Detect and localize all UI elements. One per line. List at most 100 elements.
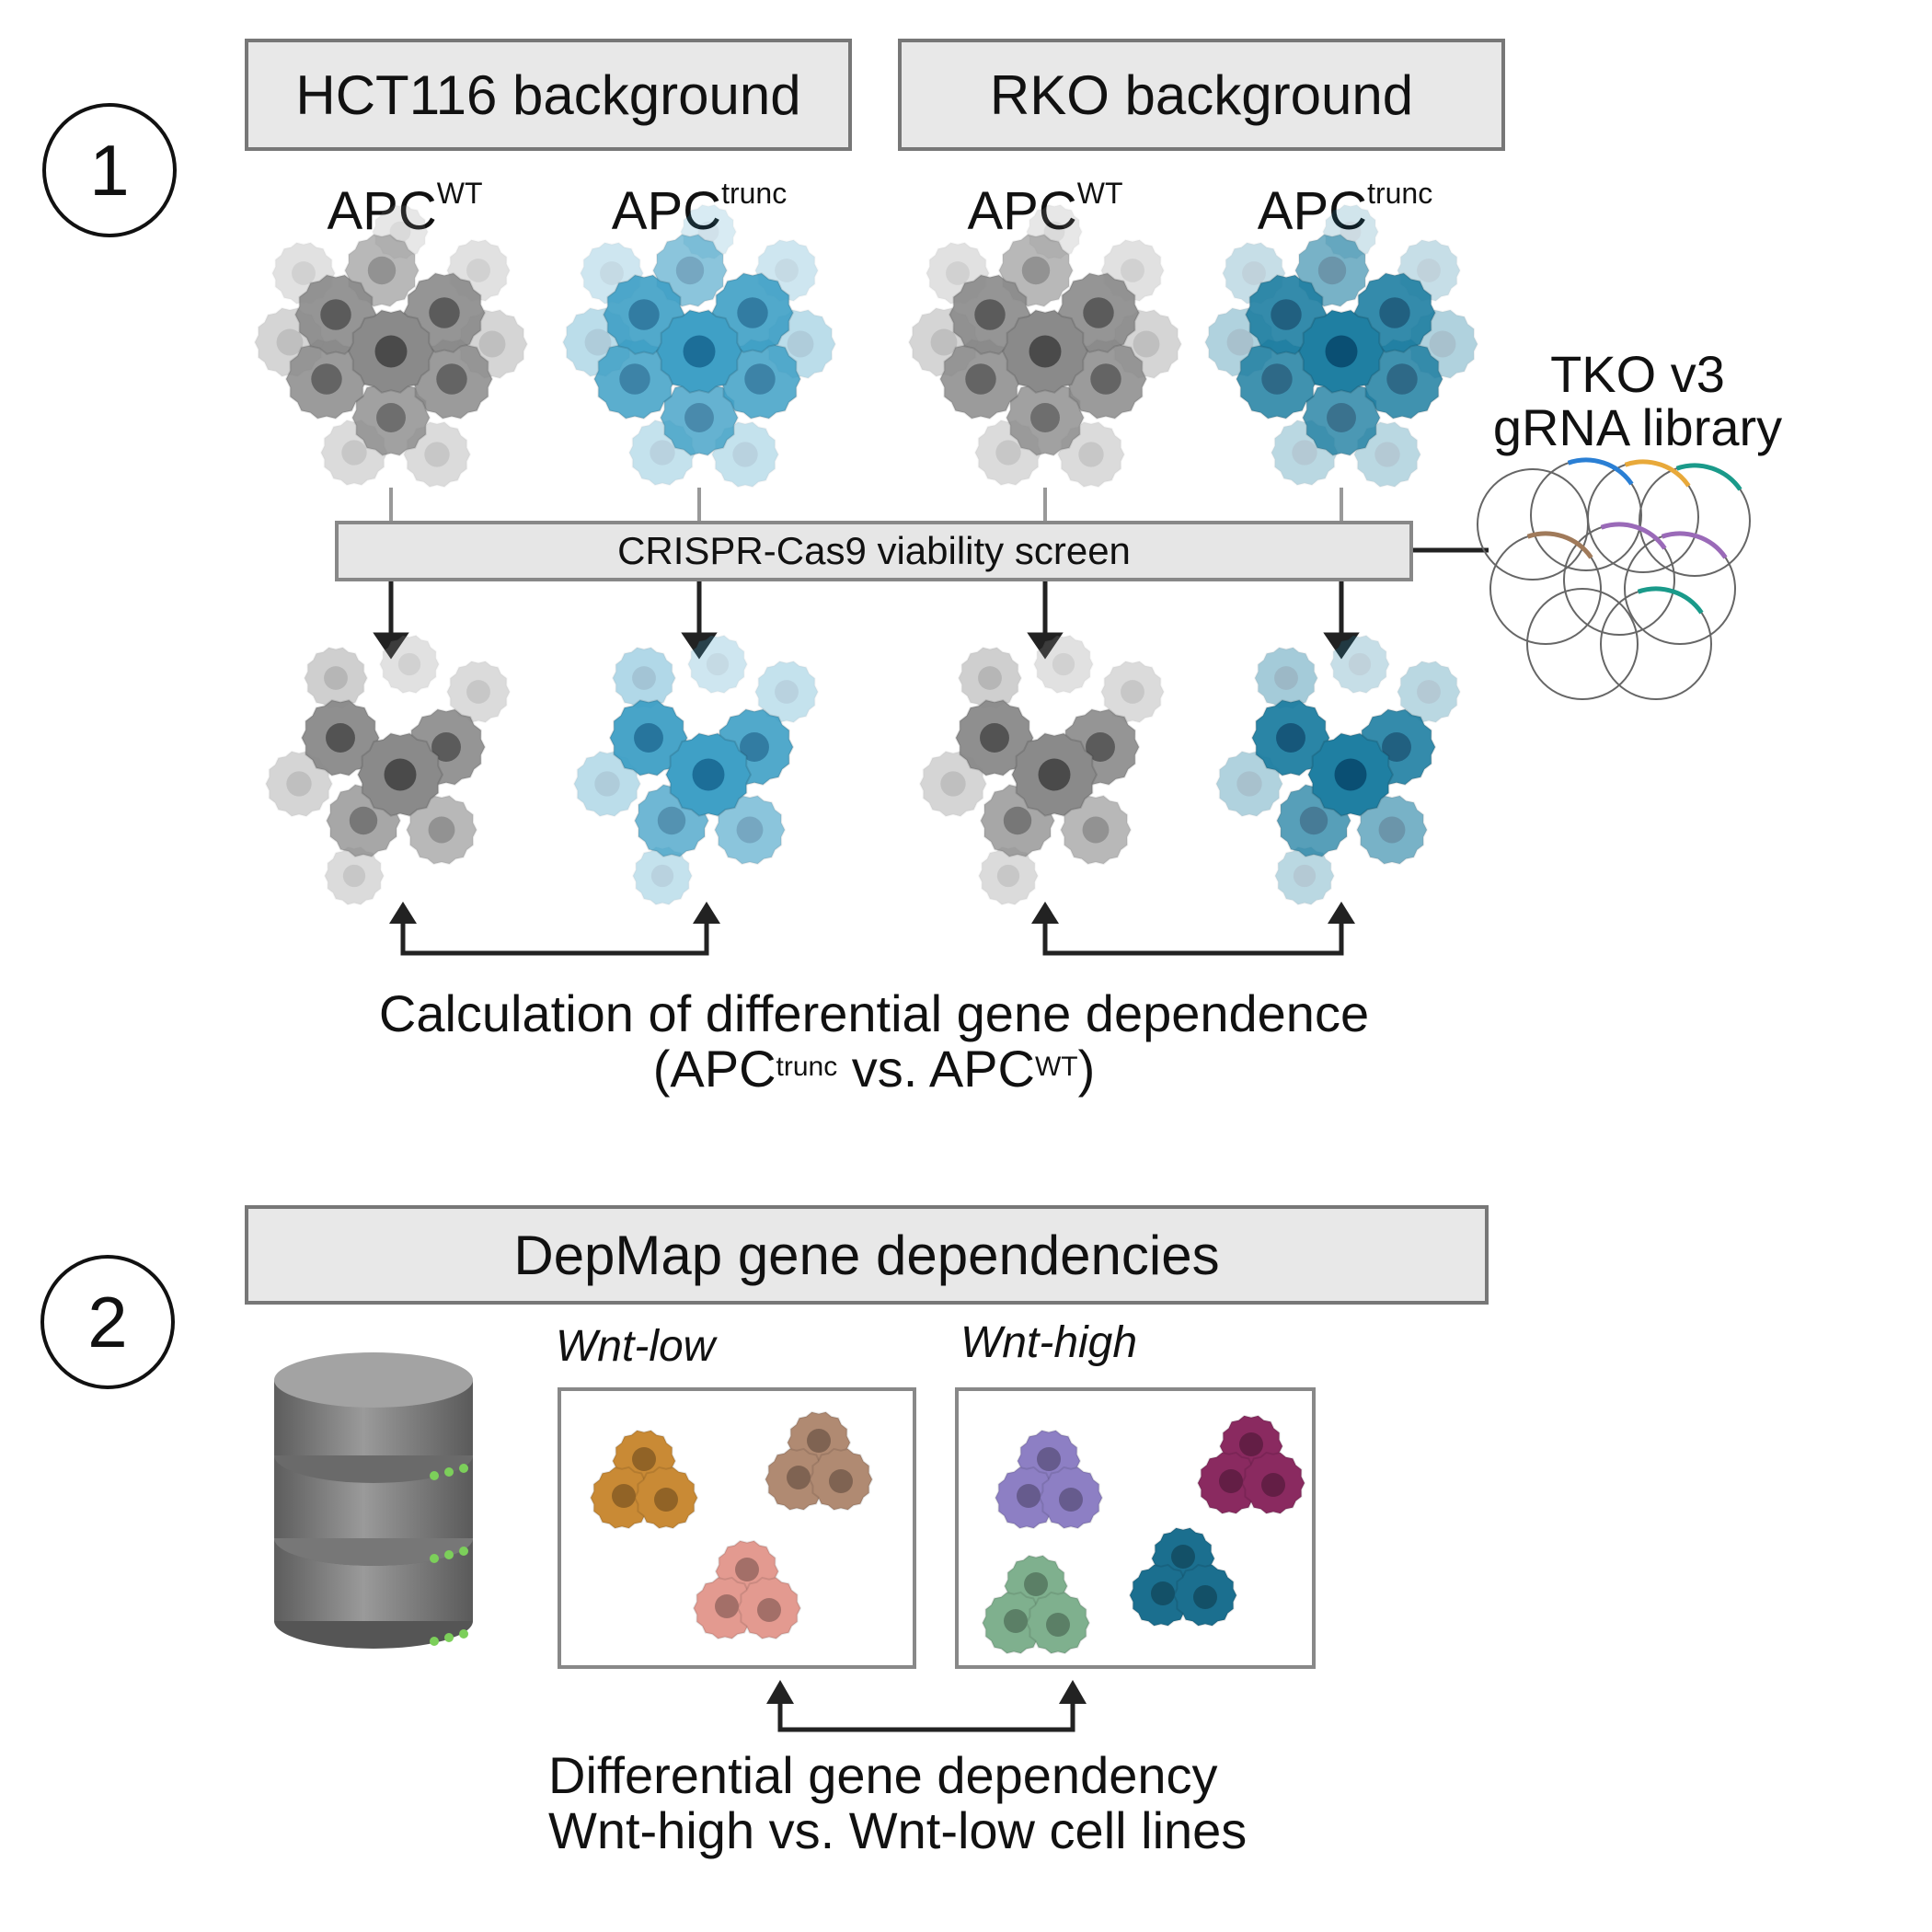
tko-library-label: TKO v3 gRNA library <box>1463 348 1812 454</box>
up-arrowhead <box>1328 902 1355 924</box>
apc-text: APC <box>611 181 722 241</box>
cell-icon <box>1059 794 1133 866</box>
section2-caption: Differential gene dependency Wnt-high vs… <box>548 1748 1247 1858</box>
up-arrowhead <box>1059 1680 1087 1704</box>
cell-icon <box>938 339 1023 420</box>
section2-caption-line2: Wnt-high vs. Wnt-low cell lines <box>548 1801 1248 1859</box>
cell-icon <box>592 339 677 420</box>
tko-library-line1: TKO v3 <box>1550 345 1725 403</box>
cell-icon <box>954 699 1035 776</box>
cell-cluster-icon <box>1196 1414 1306 1515</box>
cell-icon <box>380 635 439 694</box>
plasmid-arrow <box>1637 586 1704 615</box>
depmap-header: DepMap gene dependencies <box>245 1205 1489 1305</box>
apc-text: APC <box>967 181 1077 241</box>
section1-caption-line1: Calculation of differential gene depende… <box>378 984 1370 1042</box>
rko-header-label: RKO background <box>989 63 1414 126</box>
apc-label-hct116-trunc: APCtrunc <box>611 177 788 242</box>
down-arrowhead <box>1323 632 1360 660</box>
up-arrowhead <box>389 902 417 924</box>
cell-cluster-icon <box>692 1539 802 1640</box>
crispr-screen-label: CRISPR-Cas9 viability screen <box>617 529 1131 572</box>
cell-icon <box>659 379 740 456</box>
cell-icon <box>713 794 787 866</box>
hct116-header-label: HCT116 background <box>295 63 801 126</box>
caption-sup-trunc: trunc <box>776 1052 838 1082</box>
cell-icon <box>351 379 431 456</box>
plasmid-arrow <box>1600 522 1667 550</box>
cell-icon <box>1010 732 1098 817</box>
rko-header: RKO background <box>898 39 1505 151</box>
cell-icon <box>1101 661 1164 723</box>
caption-mid: vs. APC <box>837 1040 1035 1098</box>
up-arrowhead <box>766 1680 794 1704</box>
apc-sup: WT <box>436 177 483 210</box>
cell-icon <box>633 846 692 905</box>
step-2-number: 2 <box>87 1281 128 1363</box>
cell-icon <box>1306 732 1395 817</box>
cell-icon <box>1355 794 1429 866</box>
cell-icon <box>447 661 510 723</box>
apc-sup: trunc <box>1367 177 1433 210</box>
cell-icon <box>1005 379 1086 456</box>
section1-caption-line2: (APCtrunc vs. APCWT) <box>340 1041 1408 1097</box>
cell-cluster-icon <box>994 1429 1104 1530</box>
cell-icon <box>402 272 487 353</box>
cell-icon <box>356 732 444 817</box>
depmap-header-label: DepMap gene dependencies <box>513 1224 1220 1286</box>
plasmid-arrow <box>1675 463 1742 491</box>
apc-sup: WT <box>1076 177 1123 210</box>
step-1-number: 1 <box>89 129 130 211</box>
cell-icon <box>755 661 818 723</box>
plasmid-arrow <box>1567 457 1634 486</box>
cell-icon <box>572 750 642 818</box>
cell-icon <box>1297 309 1386 394</box>
apc-text: APC <box>1257 181 1368 241</box>
cell-icon <box>1001 309 1089 394</box>
wnt-low-label: Wnt-low <box>556 1322 716 1371</box>
crispr-screen-bar: CRISPR-Cas9 viability screen <box>335 521 1413 581</box>
caption-close: ) <box>1077 1040 1096 1098</box>
cell-icon <box>1034 635 1093 694</box>
cell-icon <box>325 846 384 905</box>
cluster-stubs <box>389 488 1343 521</box>
down-arrowhead <box>373 632 409 660</box>
cell-icon <box>1275 846 1334 905</box>
down-arrowhead <box>1027 632 1064 660</box>
cell-cluster-icon <box>981 1554 1091 1655</box>
cell-icon <box>688 635 747 694</box>
apc-sup: trunc <box>721 177 788 210</box>
section1-caption: Calculation of differential gene depende… <box>340 986 1408 1097</box>
cell-icon <box>979 846 1038 905</box>
tko-library-line2: gRNA library <box>1492 398 1783 456</box>
cell-icon <box>655 309 743 394</box>
plasmid-arrow <box>1661 531 1728 559</box>
cell-icon <box>300 699 381 776</box>
database-icon <box>274 1352 473 1649</box>
down-arrowhead <box>681 632 718 660</box>
cell-icon <box>1397 661 1460 723</box>
cell-icon <box>347 309 435 394</box>
step-1-marker: 1 <box>42 103 177 237</box>
step-2-marker: 2 <box>40 1255 175 1389</box>
apc-text: APC <box>327 181 436 241</box>
comparison-bracket-depmap <box>777 1700 1075 1732</box>
cell-icon <box>1301 379 1382 456</box>
cell-icon <box>608 699 689 776</box>
grna-library-plasmids-icon <box>1477 457 1751 700</box>
cell-icon <box>405 794 478 866</box>
hct116-header: HCT116 background <box>245 39 852 151</box>
up-arrowhead <box>693 902 720 924</box>
plasmid-arrow <box>1624 459 1691 488</box>
apc-label-rko-trunc: APCtrunc <box>1257 177 1433 242</box>
cell-icon <box>1330 635 1389 694</box>
plasmid-arrow <box>1526 531 1593 559</box>
cell-icon <box>1250 699 1331 776</box>
apc-label-hct116-wt: APCWT <box>327 177 483 242</box>
caption-sup-wt: WT <box>1034 1052 1078 1082</box>
screen-down-arrows <box>373 581 1360 660</box>
cell-icon <box>664 732 753 817</box>
comparison-bracket-rko <box>1042 920 1344 956</box>
comparison-bracket-hct116 <box>400 920 709 956</box>
